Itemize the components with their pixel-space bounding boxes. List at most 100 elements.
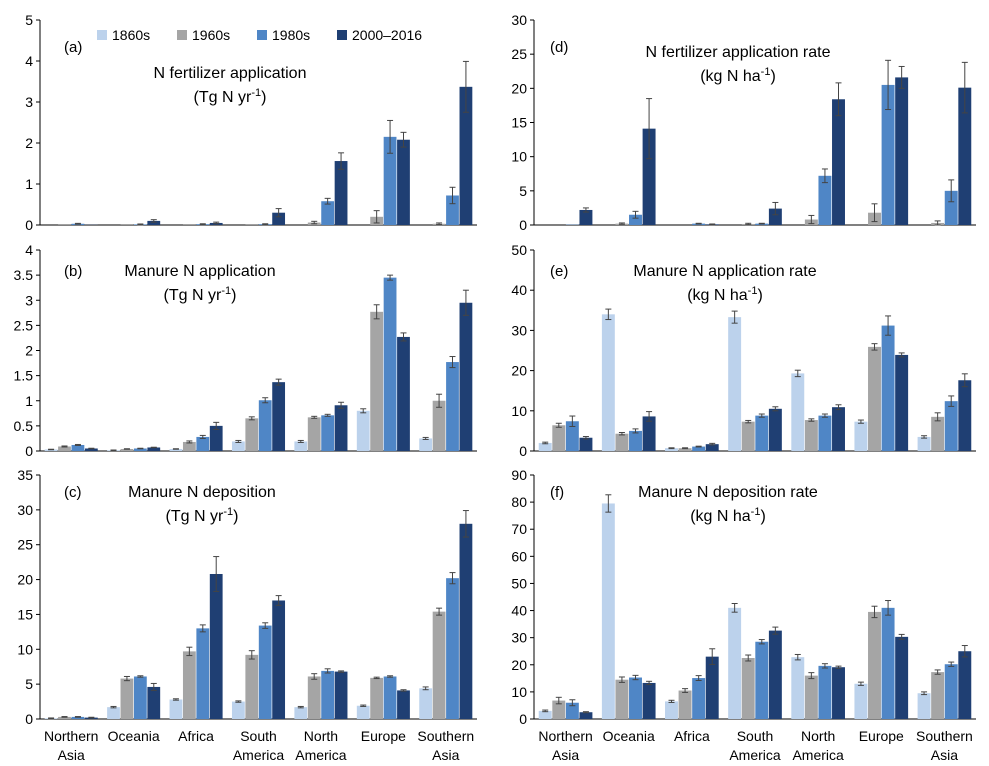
bar bbox=[944, 664, 958, 719]
bar bbox=[868, 611, 881, 719]
y-tick-label: 15 bbox=[17, 606, 33, 622]
y-tick-label: 40 bbox=[511, 282, 527, 298]
panel-title: N fertilizer application rate bbox=[646, 44, 831, 61]
y-tick-label: 90 bbox=[511, 467, 527, 483]
bar bbox=[665, 448, 678, 451]
category-label: Asia bbox=[552, 747, 579, 763]
y-tick-label: 3 bbox=[25, 94, 33, 110]
bar bbox=[334, 671, 348, 719]
bar bbox=[321, 670, 335, 719]
bar bbox=[272, 382, 286, 451]
bar bbox=[196, 436, 210, 451]
category-label: Asia bbox=[58, 747, 85, 763]
bar bbox=[459, 523, 473, 719]
y-tick-label: 20 bbox=[17, 572, 33, 588]
bar bbox=[579, 437, 593, 451]
category-label: Europe bbox=[361, 728, 406, 744]
bar bbox=[895, 636, 909, 719]
bar bbox=[307, 417, 321, 451]
bar bbox=[147, 220, 161, 225]
bar bbox=[231, 441, 245, 451]
bar bbox=[169, 699, 183, 719]
bar bbox=[818, 175, 832, 225]
bar bbox=[895, 77, 909, 226]
y-tick-label: 50 bbox=[511, 242, 527, 258]
bar bbox=[944, 190, 958, 225]
bar bbox=[383, 277, 397, 451]
bar bbox=[579, 712, 593, 719]
y-tick-label: 5 bbox=[25, 12, 33, 28]
bar bbox=[958, 651, 972, 719]
y-tick-label: 10 bbox=[17, 641, 33, 657]
chart-panel-c: 0 5 10 15 20 25 30 35 Northern Asia Oceania Africa S… bbox=[17, 467, 477, 763]
bar bbox=[642, 682, 656, 719]
y-tick-label: 10 bbox=[511, 403, 527, 419]
y-tick-label: 30 bbox=[17, 502, 33, 518]
bar bbox=[84, 448, 98, 451]
legend-swatch bbox=[337, 30, 347, 40]
category-label: North bbox=[801, 728, 835, 744]
legend-swatch bbox=[97, 30, 107, 40]
bar bbox=[71, 716, 85, 719]
bar bbox=[272, 212, 286, 225]
bar bbox=[432, 611, 446, 719]
bar bbox=[818, 415, 832, 451]
y-tick-label: 0 bbox=[25, 217, 33, 233]
bar bbox=[678, 448, 692, 451]
bar bbox=[881, 607, 895, 719]
bar bbox=[321, 201, 335, 225]
legend-label: 1960s bbox=[192, 27, 230, 43]
bar bbox=[917, 436, 931, 451]
bar bbox=[565, 421, 579, 451]
bar bbox=[245, 654, 259, 719]
bar bbox=[728, 607, 742, 719]
bar bbox=[818, 665, 832, 719]
bar bbox=[459, 302, 473, 451]
bar bbox=[231, 701, 245, 719]
category-label: South bbox=[737, 728, 774, 744]
bar bbox=[728, 317, 742, 451]
bar bbox=[629, 214, 642, 225]
category-label: America bbox=[295, 747, 347, 763]
category-label: America bbox=[792, 747, 844, 763]
panel-label: (e) bbox=[550, 263, 568, 280]
bar bbox=[321, 415, 335, 451]
legend-label: 1980s bbox=[272, 27, 310, 43]
y-tick-label: 1 bbox=[25, 393, 33, 409]
y-tick-label: 50 bbox=[511, 575, 527, 591]
bar bbox=[272, 600, 286, 719]
panel-subtitle: (kg N ha-1) bbox=[687, 285, 763, 304]
bar bbox=[705, 444, 719, 451]
bar bbox=[755, 641, 769, 719]
bar bbox=[832, 99, 845, 225]
y-tick-label: 2 bbox=[25, 135, 33, 151]
bar bbox=[832, 667, 845, 719]
y-tick-label: 20 bbox=[511, 363, 527, 379]
bar bbox=[552, 425, 566, 451]
legend: 1860s 1960s 1980s 2000–2016 bbox=[97, 27, 422, 43]
bar bbox=[383, 136, 397, 225]
bar bbox=[196, 628, 210, 719]
legend-swatch bbox=[177, 30, 187, 40]
bar bbox=[538, 442, 552, 451]
y-tick-label: 0.5 bbox=[14, 418, 34, 434]
bar bbox=[705, 656, 719, 719]
bar bbox=[294, 441, 308, 451]
y-tick-label: 5 bbox=[25, 676, 33, 692]
bar bbox=[209, 425, 223, 451]
bar bbox=[931, 416, 945, 451]
bar bbox=[552, 700, 566, 719]
chart-panel-d: 0 5 10 15 20 25 30 (d) N fertilizer application … bbox=[511, 12, 976, 233]
bar bbox=[804, 420, 818, 451]
bar bbox=[334, 405, 348, 451]
panel-subtitle: (Tg N yr-1) bbox=[164, 285, 237, 304]
bar bbox=[446, 362, 459, 451]
bar bbox=[579, 209, 593, 225]
y-tick-label: 1.5 bbox=[14, 368, 34, 384]
bar bbox=[741, 658, 755, 719]
category-label: Europe bbox=[859, 728, 904, 744]
bar bbox=[931, 672, 945, 719]
y-tick-label: 20 bbox=[511, 657, 527, 673]
y-tick-label: 35 bbox=[17, 467, 33, 483]
bar bbox=[58, 716, 71, 719]
